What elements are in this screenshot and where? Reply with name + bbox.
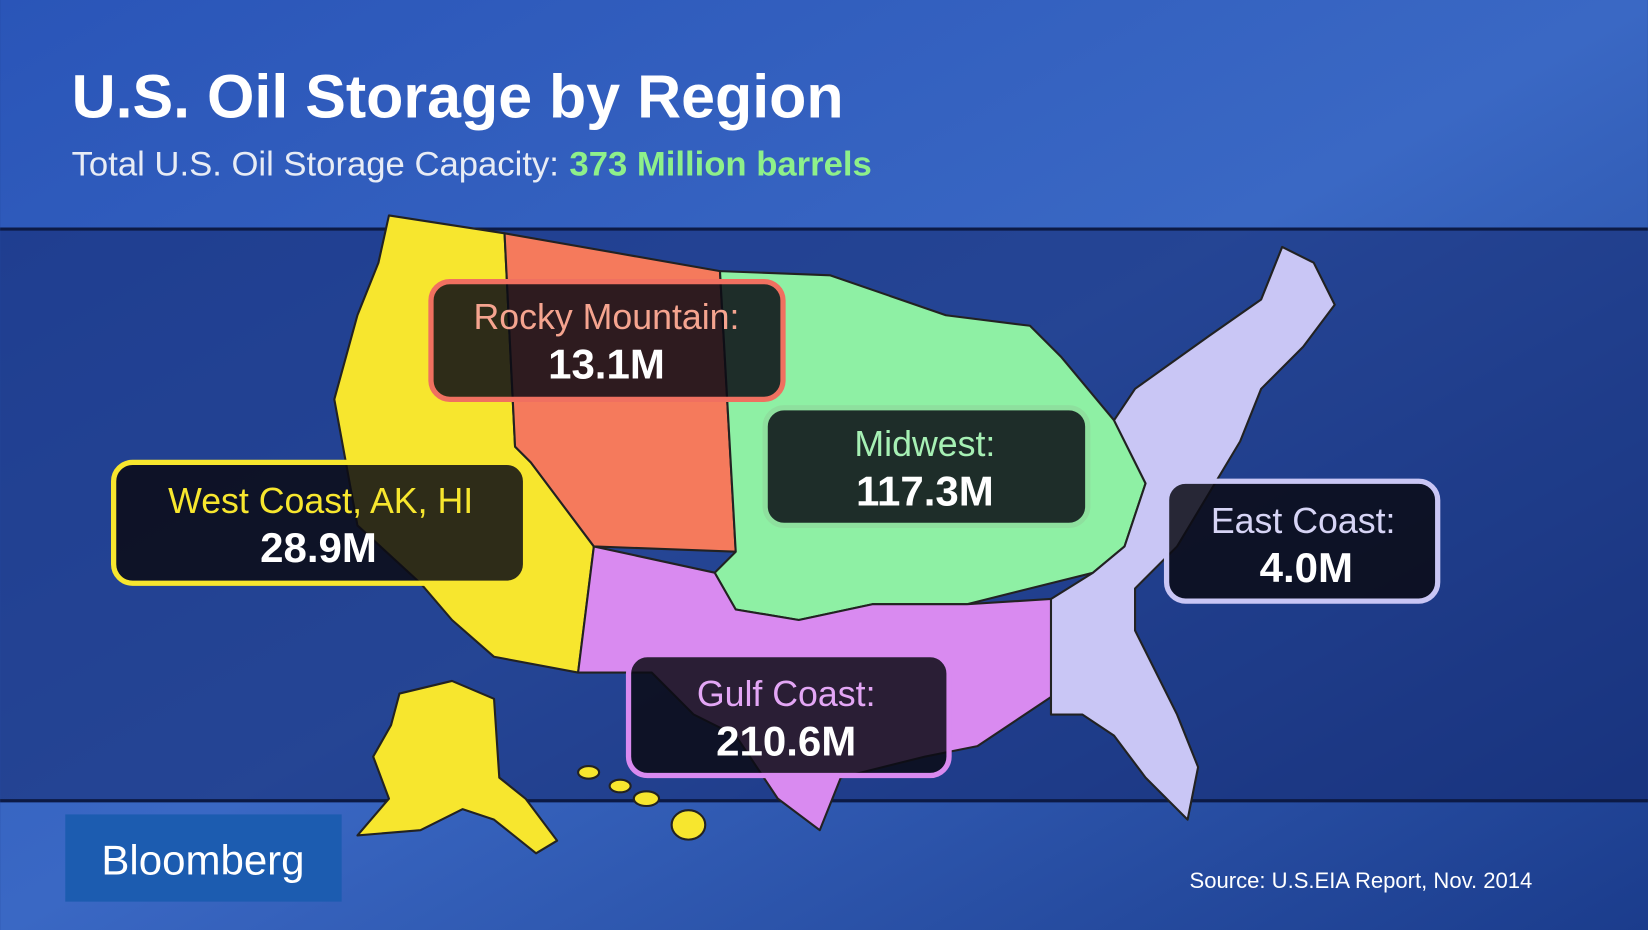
region-name: West Coast, AK, HI <box>168 481 473 521</box>
hawaii <box>577 765 707 841</box>
region-name: Rocky Mountain: <box>473 297 739 337</box>
subtitle-text: Total U.S. Oil Storage Capacity: <box>72 145 559 183</box>
label-east-coast: East Coast: 4.0M <box>1163 478 1441 604</box>
region-name: East Coast: <box>1211 501 1396 541</box>
east-coast-region <box>1049 245 1336 821</box>
label-box <box>1163 478 1441 604</box>
subtitle: Total U.S. Oil Storage Capacity: 373 Mill… <box>72 145 872 183</box>
title: U.S. Oil Storage by Region <box>72 63 844 131</box>
region-value: 4.0M <box>1260 544 1353 591</box>
region-value: 13.1M <box>548 340 665 387</box>
label-gulf-coast: Gulf Coast: 210.6M <box>625 652 952 779</box>
region-value: 117.3M <box>856 467 994 514</box>
logo-box <box>65 814 342 902</box>
label-box <box>428 279 786 402</box>
label-box <box>762 405 1091 529</box>
label-box <box>625 652 952 779</box>
label-rocky-mountain: Rocky Mountain: 13.1M <box>428 279 786 402</box>
region-name: Gulf Coast: <box>697 674 876 714</box>
label-west-coast: West Coast, AK, HI 28.9M <box>111 459 529 586</box>
subtitle-highlight: 373 Million barrels <box>569 145 871 183</box>
region-value: 28.9M <box>260 524 377 571</box>
label-box <box>111 459 529 586</box>
source: Source: U.S.EIA Report, Nov. 2014 <box>1190 868 1533 893</box>
logo: Bloomberg <box>101 836 304 883</box>
region-name: Midwest: <box>854 424 995 464</box>
region-value: 210.6M <box>716 718 856 765</box>
label-midwest: Midwest: 117.3M <box>762 405 1091 529</box>
alaska <box>356 679 559 855</box>
